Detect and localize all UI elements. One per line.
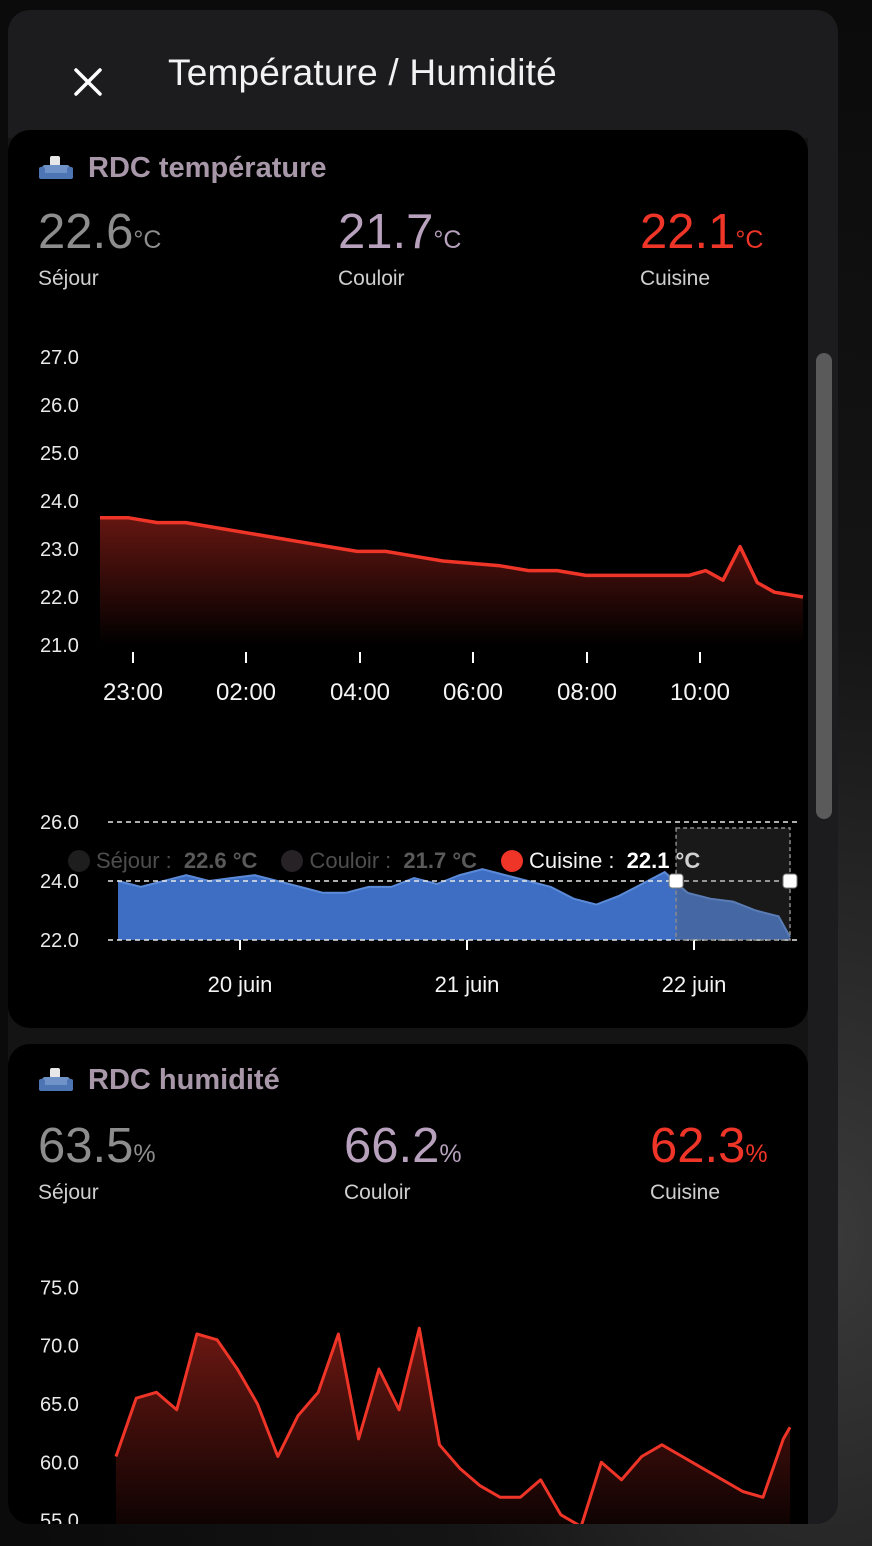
card-title: RDC humidité — [88, 1064, 280, 1096]
stat-couloir[interactable]: 66.2% Couloir — [344, 1122, 462, 1205]
sofa-icon — [39, 155, 73, 179]
humidity-card: RDC humidité 63.5% Séjour 66.2% Couloir … — [8, 1044, 808, 1524]
stat-value: 63.5 — [38, 1119, 134, 1173]
x-tick-label: 04:00 — [330, 679, 390, 706]
x-tick-label: 20 juin — [208, 972, 273, 997]
series-line-cuisine — [114, 1326, 792, 1524]
stat-sejour[interactable]: 22.6°C Séjour — [38, 208, 161, 291]
y-tick-label: 23.0 — [40, 539, 79, 561]
card-header: RDC humidité — [38, 1064, 280, 1097]
legend-item-couloir[interactable]: Couloir: 21.7 °C — [281, 848, 477, 874]
stat-label: Cuisine — [640, 267, 711, 290]
stat-label: Cuisine — [650, 1181, 721, 1204]
y-tick-label: 22.0 — [40, 587, 79, 609]
range-navigator-chart[interactable]: 26.0 24.0 22.0 20 juin 21 juin 22 juin — [8, 800, 808, 1000]
stat-value: 22.6 — [38, 205, 134, 259]
area-fill-cuisine — [100, 517, 803, 645]
legend-value: 21.7 °C — [403, 848, 478, 873]
stat-sejour[interactable]: 63.5% Séjour — [38, 1122, 156, 1205]
legend-item-sejour[interactable]: Séjour: 22.6 °C — [68, 848, 257, 874]
y-tick-label: 25.0 — [40, 443, 79, 465]
area-fill-cuisine — [116, 1328, 790, 1524]
stat-unit: % — [745, 1140, 768, 1168]
y-tick-label: 26.0 — [40, 812, 79, 834]
humidity-chart[interactable]: 75.0 70.0 65.0 60.0 55.0 — [8, 1244, 808, 1524]
legend-dot — [68, 850, 90, 872]
legend-dot — [501, 850, 524, 872]
series-line-cuisine — [100, 516, 804, 599]
temperature-chart[interactable]: 27.0 26.0 25.0 24.0 23.0 22.0 21.0 23:00 02:00 04… — [8, 330, 808, 710]
stat-value: 22.1 — [640, 205, 736, 259]
close-icon[interactable] — [68, 62, 108, 102]
stat-unit: °C — [735, 226, 764, 254]
x-tick-label: 22 juin — [662, 972, 727, 997]
x-tick-label: 23:00 — [103, 679, 163, 706]
dialog-title: Température / Humidité — [168, 52, 557, 93]
legend-value: 22.6 °C — [183, 848, 258, 873]
dialog-header: Température / Humidité — [8, 10, 838, 138]
y-tick-label: 24.0 — [40, 491, 79, 513]
y-tick-label: 26.0 — [40, 395, 79, 417]
stat-value: 21.7 — [338, 205, 434, 259]
legend-label: Cuisine — [529, 848, 603, 873]
y-tick-label: 60.0 — [40, 1452, 79, 1474]
y-tick-label: 70.0 — [40, 1336, 79, 1358]
x-tick-label: 02:00 — [216, 679, 276, 706]
y-tick-label: 55.0 — [40, 1511, 79, 1524]
legend-item-cuisine[interactable]: Cuisine: 22.1 °C — [501, 848, 700, 874]
x-tick-label: 08:00 — [557, 679, 617, 706]
y-tick-label: 22.0 — [40, 930, 79, 952]
stat-unit: °C — [433, 226, 462, 254]
stat-couloir[interactable]: 21.7°C Couloir — [338, 208, 461, 291]
selection-window[interactable] — [675, 827, 791, 941]
y-tick-label: 65.0 — [40, 1394, 79, 1416]
chart-legend: Séjour: 22.6 °C Couloir: 21.7 °C Cuisine… — [68, 848, 700, 874]
x-tick-label: 06:00 — [443, 679, 503, 706]
y-tick-label: 21.0 — [40, 635, 79, 657]
selection-handle[interactable] — [668, 873, 684, 889]
stat-unit: % — [133, 1140, 156, 1168]
stat-label: Couloir — [344, 1181, 411, 1204]
legend-dot — [281, 850, 304, 872]
legend-label: Séjour — [96, 848, 160, 873]
y-tick-label: 24.0 — [40, 871, 79, 893]
area-fill — [118, 869, 790, 940]
y-tick-label: 75.0 — [40, 1277, 79, 1299]
legend-value: 22.1 °C — [626, 848, 701, 873]
stat-value: 62.3 — [650, 1119, 746, 1173]
x-tick-label: 10:00 — [670, 679, 730, 706]
legend-label: Couloir — [309, 848, 380, 873]
stat-cuisine[interactable]: 62.3% Cuisine — [650, 1122, 768, 1205]
sofa-icon — [39, 1067, 73, 1091]
stat-label: Séjour — [38, 267, 99, 290]
stat-unit: °C — [133, 226, 162, 254]
stat-unit: % — [439, 1140, 462, 1168]
stat-cuisine[interactable]: 22.1°C Cuisine — [640, 208, 763, 291]
stat-value: 66.2 — [344, 1119, 440, 1173]
series-line — [117, 868, 791, 938]
stat-label: Couloir — [338, 267, 405, 290]
card-header: RDC température — [38, 152, 327, 185]
scrollbar-thumb[interactable] — [816, 353, 832, 819]
x-tick-label: 21 juin — [435, 972, 500, 997]
selection-handle[interactable] — [782, 873, 798, 889]
dialog: Température / Humidité RDC température 2… — [8, 10, 838, 1524]
y-tick-label: 27.0 — [40, 347, 79, 369]
temperature-card: RDC température 22.6°C Séjour 21.7°C Cou… — [8, 130, 808, 1028]
card-title: RDC température — [88, 152, 327, 184]
stat-label: Séjour — [38, 1181, 99, 1204]
scrollbar-track[interactable] — [808, 138, 838, 1524]
